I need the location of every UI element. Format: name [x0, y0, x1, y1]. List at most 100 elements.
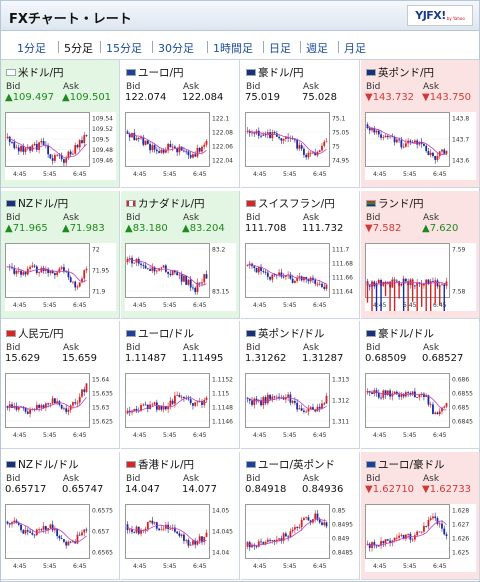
pair-card[interactable]: ユーロ/ドル Bid Ask 1.11487 1.11495 1.1152 1.115 1.1… [121, 321, 240, 449]
candlestick-chart[interactable]: 1.313 1.312 1.311 4:45 5:45 6:45 [245, 373, 356, 441]
candlestick-chart[interactable]: 7.59 7.58 4:45 5:45 6:45 [365, 242, 476, 311]
candlestick-chart[interactable]: 1.1152 1.115 1.1148 1.1146 4:45 5:45 6:45 [125, 373, 236, 441]
ask-label: Ask [63, 82, 80, 92]
x-tick-label: 4:45 [13, 171, 27, 178]
pair-name-link[interactable]: スイスフラン/円 [246, 196, 335, 211]
pair-name-link[interactable]: 豪ドル/円 [246, 65, 304, 80]
candle-body [158, 151, 160, 153]
ask-label: Ask [423, 343, 440, 353]
pair-name-link[interactable]: 英ポンド/円 [366, 65, 434, 80]
pair-name-link[interactable]: 英ポンド/ドル [246, 326, 325, 341]
candle-body [153, 402, 156, 405]
pair-name-link[interactable]: ユーロ/円 [126, 65, 184, 80]
tab-0[interactable]: 1分足 [17, 42, 46, 55]
y-tick-label: 1.625 [452, 549, 469, 556]
pair-card[interactable]: 豪ドル/ドル Bid Ask 0.68509 0.68527 0.686 0.6855 0.6… [361, 321, 480, 449]
tab-5[interactable]: 日足 [269, 42, 291, 55]
pair-card[interactable]: カナダドル/円 Bid Ask ▲83.180 ▲83.204 83.2 83.15 4:45… [121, 190, 240, 319]
candle-body [273, 132, 276, 134]
candle-body [427, 151, 430, 155]
candle-body [380, 397, 382, 399]
candle-body [40, 267, 43, 272]
pair-name-link[interactable]: ユーロ/ドル [126, 326, 194, 341]
pair-card[interactable]: ユーロ/豪ドル Bid Ask ▼1.62710 ▼1.62733 1.628 1.627 1… [361, 451, 480, 580]
y-tick-label: 7.58 [452, 288, 466, 295]
candlestick-chart[interactable]: 0.6575 0.657 0.6565 4:45 5:45 6:45 [5, 503, 116, 572]
candle-body [291, 278, 294, 283]
candle-body [6, 136, 9, 138]
flag-eu-icon [366, 460, 376, 468]
candle-body [135, 138, 138, 141]
candle-body [298, 408, 301, 410]
x-tick-label: 4:45 [373, 171, 387, 178]
candle-body [131, 132, 133, 138]
pair-name-link[interactable]: 人民元/円 [6, 326, 64, 341]
x-tick-label: 5:45 [403, 432, 417, 439]
candle-body [144, 528, 147, 530]
pair-card[interactable]: スイスフラン/円 Bid Ask 111.708 111.732 111.7 111.68 1… [241, 190, 360, 319]
pair-card[interactable]: 香港ドル/円 Bid Ask 14.047 14.077 14.05 14.045 14.04… [121, 451, 240, 580]
tab-2[interactable]: 15分足 [106, 42, 142, 55]
candle-body [38, 271, 40, 273]
candle-body [83, 269, 86, 279]
candlestick-chart[interactable]: 75.1 75.05 75 74.95 4:45 5:45 6:45 [245, 112, 356, 180]
moving-average-line [247, 397, 327, 411]
candle-body [167, 406, 170, 410]
pair-card[interactable]: NZドル/ドル Bid Ask 0.65717 0.65747 0.6575 0.657 0.… [1, 451, 120, 580]
candlestick-chart[interactable]: 14.05 14.045 14.04 4:45 5:45 6:45 [125, 503, 236, 572]
candlestick-chart[interactable]: 15.64 15.635 15.63 15.625 4:45 5:45 6:45 [5, 373, 116, 441]
candle-body [126, 410, 129, 414]
candlestick-chart[interactable]: 122.1 122.08 122.06 122.04 4:45 5:45 6:45 [125, 112, 236, 180]
pair-name-link[interactable]: ユーロ/豪ドル [366, 457, 445, 472]
candle-body [427, 395, 430, 405]
candle-body [271, 273, 274, 280]
pair-card[interactable]: ユーロ/英ポンド Bid Ask 0.84918 0.84936 0.85 0.8495 0.… [241, 451, 360, 580]
candlestick-chart[interactable]: 143.8 143.7 143.6 4:45 5:45 6:45 [365, 112, 476, 180]
pair-name-link[interactable]: 豪ドル/ドル [366, 326, 434, 341]
pair-card[interactable]: 米ドル/円 Bid Ask ▲109.497 ▲109.501 109.54 109.52 1… [1, 60, 120, 188]
pair-name-link[interactable]: 米ドル/円 [6, 65, 64, 80]
candlestick-chart[interactable]: 1.628 1.627 1.626 1.625 4:45 5:45 6:45 [365, 503, 476, 572]
candle-body [196, 540, 199, 545]
bid-label: Bid [246, 473, 261, 484]
pair-card[interactable]: ランド/円 Bid Ask ▼7.582 ▲7.620 7.59 7.58 4:45 5:45 6… [361, 190, 480, 319]
candle-body [189, 399, 192, 404]
candle-body [443, 406, 446, 408]
tab-1[interactable]: 5分足 [64, 42, 93, 55]
candlestick-chart[interactable]: 0.85 0.8495 0.849 0.8485 4:45 5:45 6:45 [245, 503, 356, 572]
pair-name-link[interactable]: 香港ドル/円 [126, 457, 194, 472]
pair-name-link[interactable]: NZドル/ドル [6, 457, 79, 472]
pair-card[interactable]: 豪ドル/円 Bid Ask 75.019 75.028 75.1 75.05 75 74.95 4… [241, 60, 360, 188]
pair-card[interactable]: ユーロ/円 Bid Ask 122.074 122.084 122.1 122.08 122.… [121, 60, 240, 188]
yjfx-logo[interactable]: YJFX! by Yahoo [407, 5, 473, 26]
candle-body [201, 401, 203, 405]
candle-body [282, 138, 285, 141]
candle-body [20, 270, 22, 275]
pair-name-link[interactable]: ランド/円 [366, 196, 424, 211]
pair-card[interactable]: 英ポンド/円 Bid Ask ▼143.732 ▼143.750 143.8 143.7 14… [361, 60, 480, 188]
tab-7[interactable]: 月足 [344, 42, 366, 55]
tab-4[interactable]: 1時間足 [213, 42, 253, 55]
pair-card[interactable]: 英ポンド/ドル Bid Ask 1.31262 1.31287 1.313 1.312 1.3… [241, 321, 360, 449]
candlestick-chart[interactable]: 111.7 111.68 111.66 111.64 4:45 5:45 6:45 [245, 242, 356, 311]
tab-6[interactable]: 週足 [306, 42, 328, 55]
candlestick-chart[interactable]: 72 71.95 71.9 4:45 5:45 6:45 [5, 242, 116, 311]
candle-body [183, 150, 185, 152]
candle-body [169, 400, 172, 407]
pair-name-link[interactable]: NZドル/円 [6, 196, 68, 211]
tab-3[interactable]: 30分足 [158, 42, 194, 55]
bid-value: 0.65717 [5, 483, 47, 495]
candlestick-chart[interactable]: 83.2 83.15 4:45 5:45 6:45 [125, 242, 236, 311]
pair-name-link[interactable]: カナダドル/円 [126, 196, 205, 211]
pair-card[interactable]: NZドル/円 Bid Ask ▲71.965 ▲71.983 72 71.95 71.9 4:4… [1, 190, 120, 319]
pair-name-link[interactable]: ユーロ/英ポンド [246, 457, 335, 472]
candlestick-chart[interactable]: 109.54 109.52 109.5 109.48 109.46 4:45 5:45 6:4… [5, 112, 116, 180]
candle-body [434, 412, 437, 414]
candle-body [273, 273, 276, 275]
pair-card[interactable]: 人民元/円 Bid Ask 15.629 15.659 15.64 15.635 15.63 1… [1, 321, 120, 449]
candle-body [436, 156, 439, 160]
candle-body [15, 520, 18, 523]
candle-body [280, 537, 283, 541]
candle-body [436, 412, 439, 415]
candlestick-chart[interactable]: 0.686 0.6855 0.685 0.6845 4:45 5:45 6:45 [365, 373, 476, 441]
